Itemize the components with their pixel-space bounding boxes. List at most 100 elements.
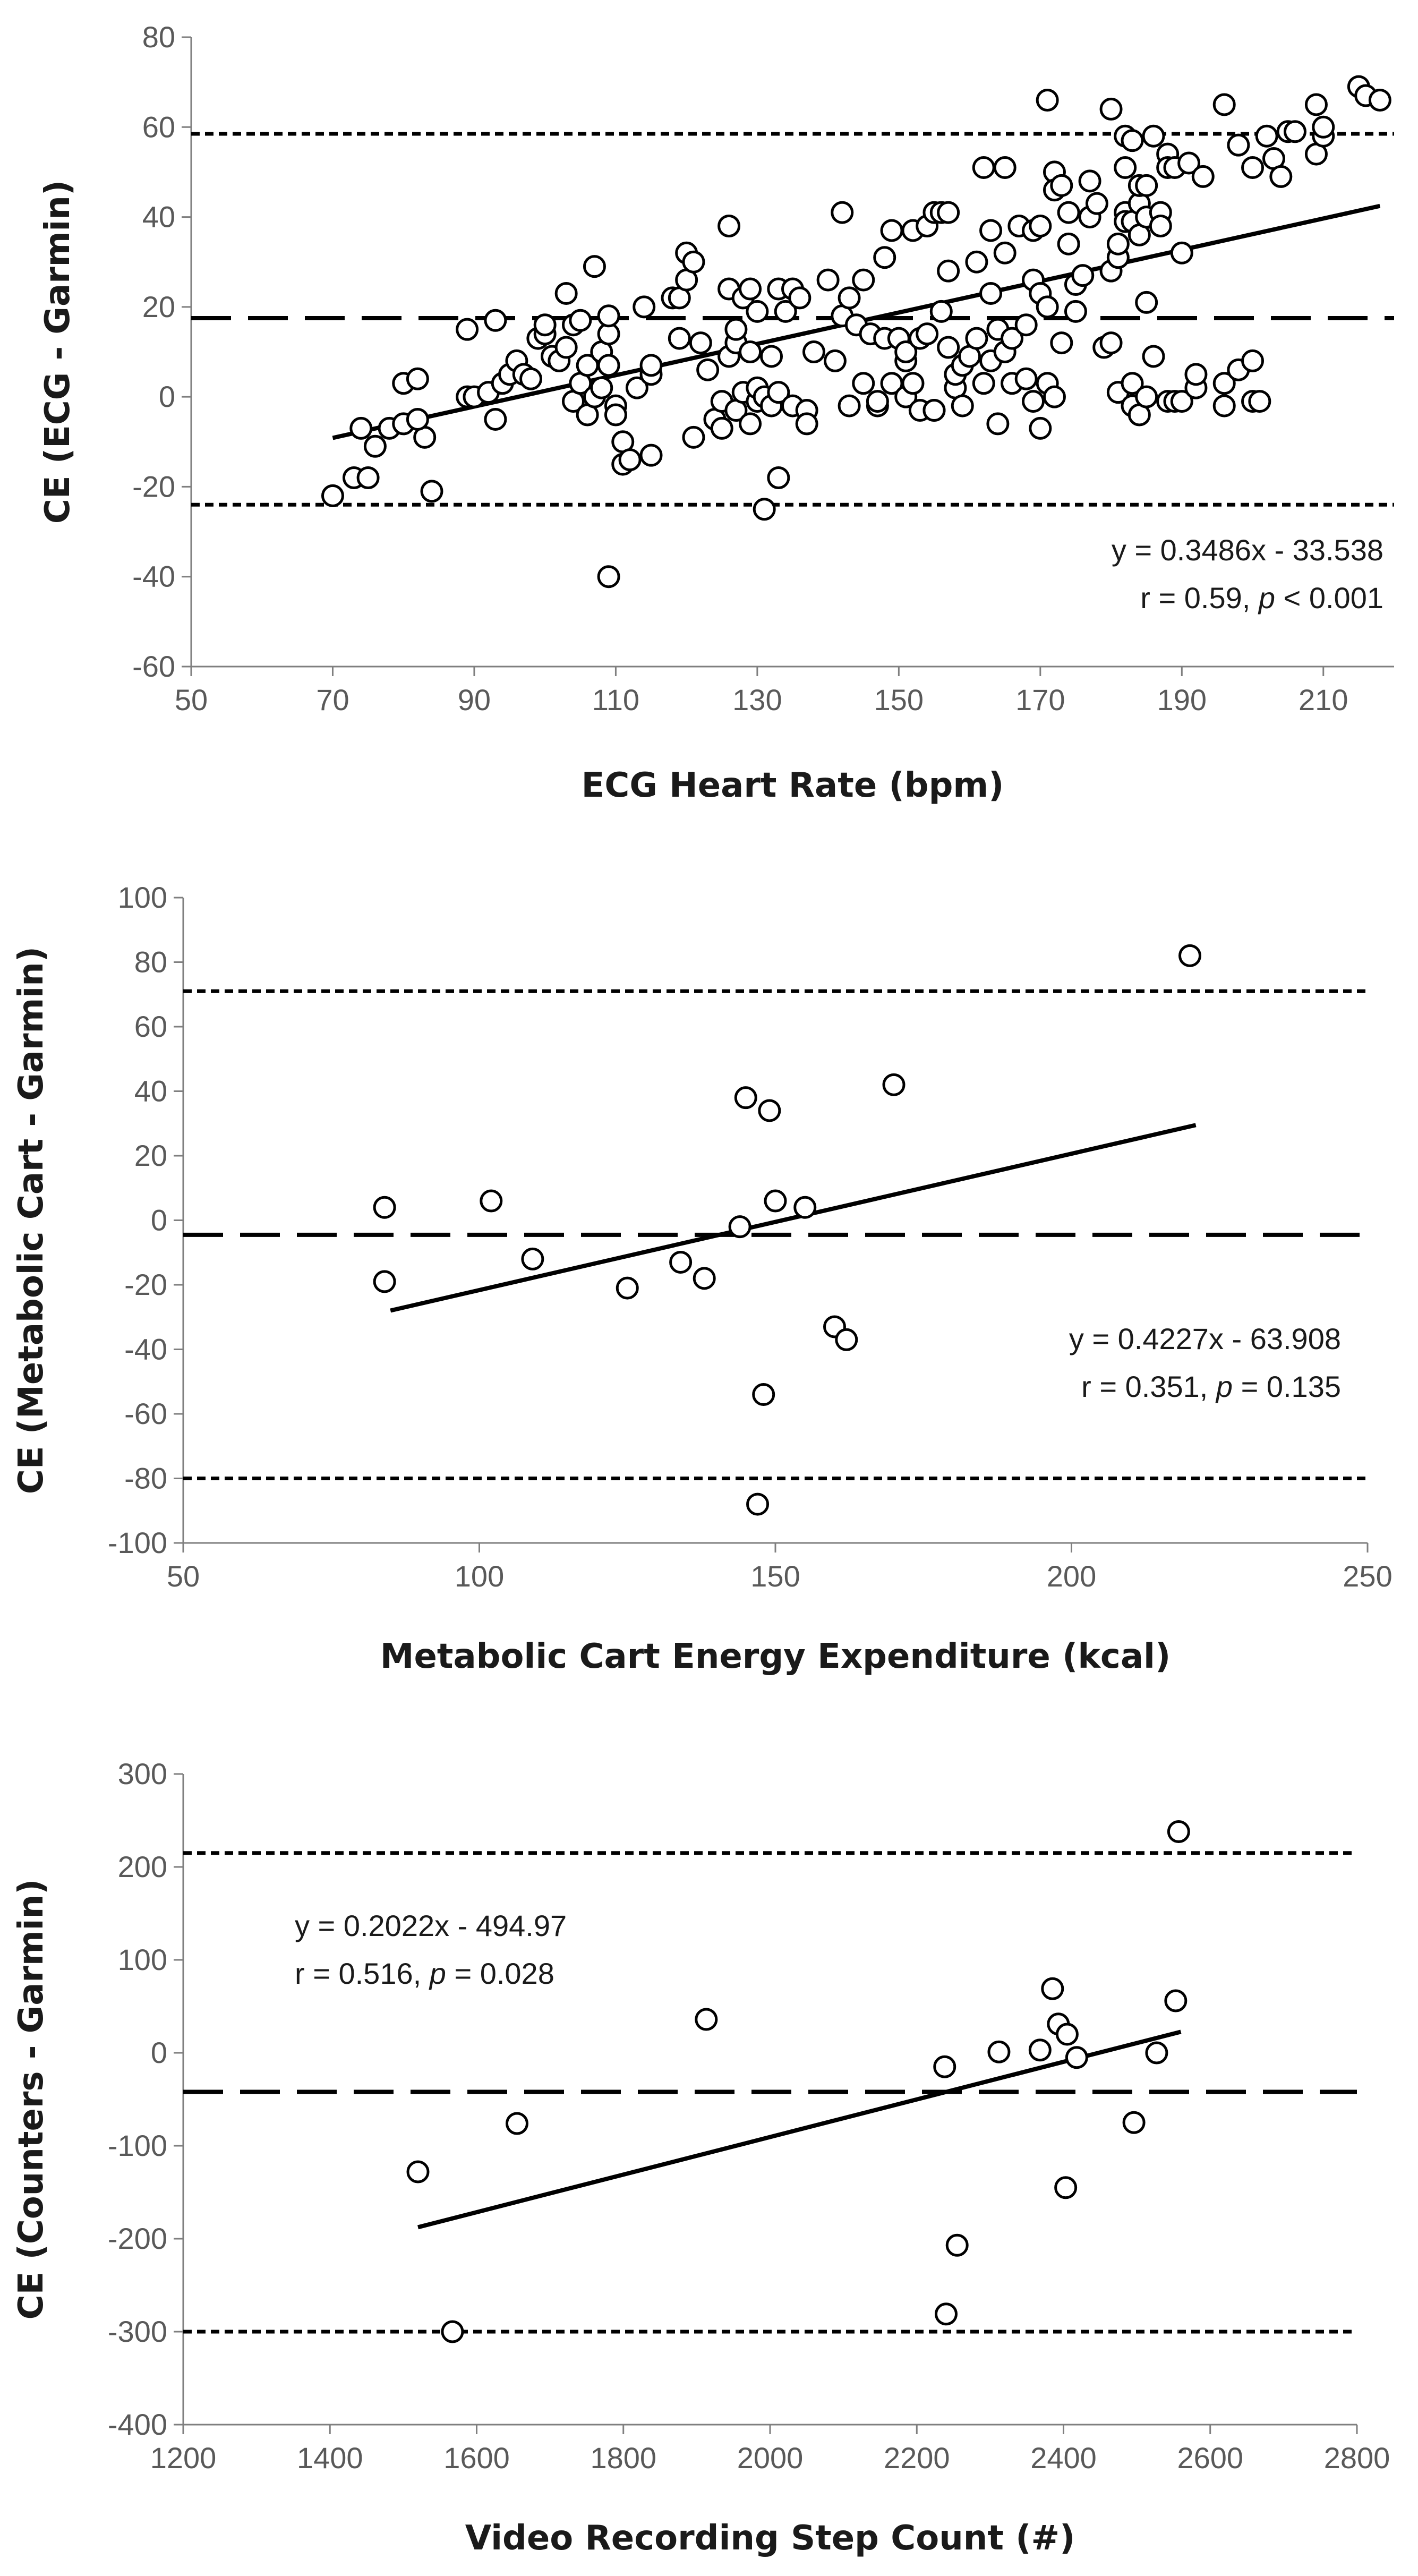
y-tick-label: -60 [132,650,175,683]
data-point [484,309,507,332]
x-tick-label: 130 [732,683,782,716]
data-point [406,2160,430,2183]
chart-step-count: -400 -300 -200 -100 0 100 200 300 1200 1400 1600 18… [12,1757,1390,2558]
regression-equation: y = 0.3486x - 33.538 [1112,533,1383,567]
y-tick-label: -80 [124,1462,167,1495]
data-point [1142,124,1165,148]
data-point [838,286,861,310]
y-tick-label: 20 [142,290,175,323]
stat-p-symbol: p [1258,581,1275,615]
data-point [760,345,783,368]
data-point [583,255,606,278]
data-point [373,1270,396,1293]
data-point [724,318,748,341]
regression-line [417,2029,1182,2230]
data-point [505,2112,528,2135]
correlation-stat: r = 0.516, p = 0.028 [295,1957,554,1990]
y-tick-label: 40 [142,200,175,234]
data-point [739,277,762,301]
data-point [1368,89,1391,112]
data-point [922,399,946,422]
data-point [1212,394,1236,417]
data-point [1041,1977,1064,2000]
data-point [835,1328,858,1351]
y-tick-label: 300 [118,1757,167,1790]
data-point [1029,215,1052,237]
data-point [951,394,974,417]
data-point [935,2302,958,2326]
data-point [696,358,720,381]
x-tick-label: 1800 [590,2441,656,2475]
data-point [420,480,443,503]
x-tick-label: 1400 [297,2441,363,2475]
y-tick-label: 200 [118,1850,167,1883]
data-point [682,425,705,449]
data-point [484,407,507,431]
data-point [972,156,995,179]
data-point [734,1086,757,1110]
x-tick-label: 2400 [1030,2441,1097,2475]
data-point [1121,129,1144,152]
data-point [441,2320,464,2343]
data-point [406,407,429,431]
data-point [456,318,479,341]
x-tick-label: 1200 [150,2441,217,2475]
x-tick-label: 100 [455,1559,504,1593]
y-tick-label: -20 [132,470,175,503]
correlation-stat: r = 0.59, p < 0.001 [1140,581,1383,615]
data-point [746,1492,770,1516]
data-point [639,354,663,377]
regression-equation: y = 0.2022x - 494.97 [295,1909,567,1942]
y-tick-label: -20 [124,1268,167,1301]
data-point [521,1247,544,1270]
data-point [1241,349,1265,372]
data-point [965,327,988,350]
data-point [933,2055,956,2078]
stat-prefix: r = 0.59, [1140,581,1259,615]
data-point [1227,133,1250,157]
data-point [880,219,903,242]
data-point [1022,390,1045,413]
data-point [979,282,1003,305]
data-point [739,340,762,363]
data-point [823,349,847,372]
data-point [406,367,429,390]
data-point [480,1189,503,1213]
data-point [739,412,762,436]
y-tick-label: 0 [151,1204,167,1237]
y-tick-label: -300 [108,2315,167,2348]
data-point [1106,232,1130,255]
data-point [1248,390,1271,413]
y-tick-label: 0 [159,380,175,413]
data-point [639,443,663,467]
data-point [1121,372,1144,395]
y-tick-label: 60 [134,1010,167,1043]
data-point [838,394,861,417]
data-point [1170,241,1193,265]
chart-energy-expenditure: -100 -80 -60 -40 -20 0 20 40 60 80 100 50 100 150 200 2… [12,881,1393,1676]
regression-line [390,1123,1197,1313]
data-point [965,250,988,274]
data-point [569,309,592,332]
data-point [753,498,776,521]
data-point [882,1073,906,1096]
data-point [1177,151,1201,175]
data-point [597,565,620,588]
data-point [987,2040,1011,2063]
data-point [1001,327,1024,350]
data-point [1135,291,1158,314]
data-point [1145,2041,1168,2065]
x-tick-label: 200 [1047,1559,1096,1593]
data-point [1029,416,1052,440]
data-point [682,250,705,274]
data-point [793,1196,817,1219]
data-point [1054,2176,1078,2199]
data-point [604,403,627,427]
correlation-stat: r = 0.351, p = 0.135 [1081,1370,1341,1403]
data-point [802,340,825,363]
data-point [1057,201,1080,224]
y-tick-label: 0 [151,2036,167,2069]
x-tick-label: 90 [458,683,491,716]
y-tick-label: 40 [134,1074,167,1108]
